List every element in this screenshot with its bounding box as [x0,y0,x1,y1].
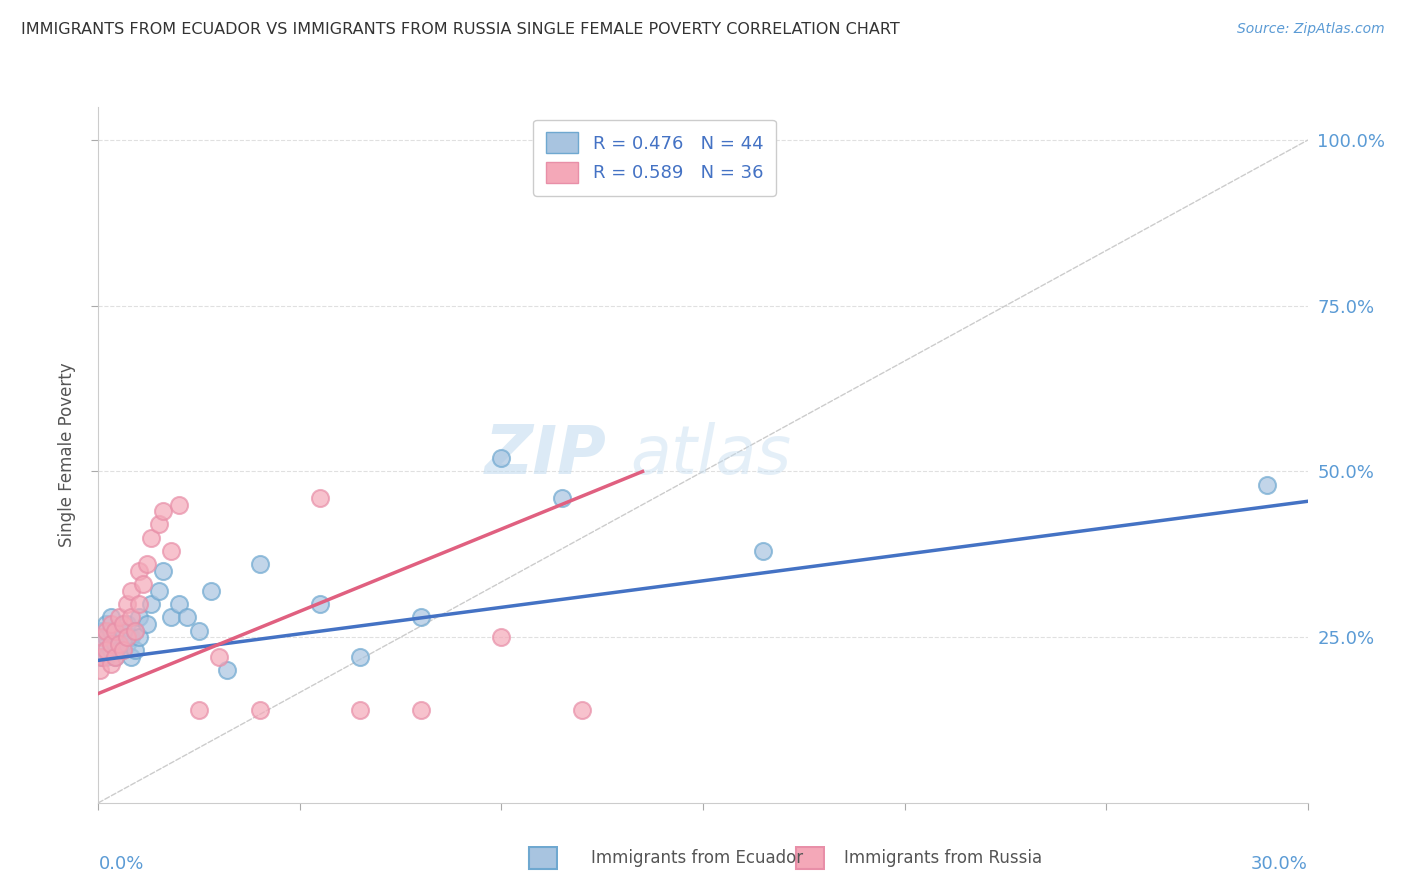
Point [100,610,122,624]
Point [249,558,271,572]
Point [111,630,134,644]
Text: Immigrants from Russia: Immigrants from Russia [844,849,1042,867]
Point [107,637,129,651]
Text: Immigrants from Ecuador: Immigrants from Ecuador [591,849,803,867]
Point [176,610,198,624]
Point [349,650,371,665]
Point [103,630,125,644]
Point [188,624,211,638]
Y-axis label: Single Female Poverty: Single Female Poverty [58,363,76,547]
Point [409,610,432,624]
Point [103,650,125,665]
Point [91,637,114,651]
Point [139,597,162,611]
Point [124,624,146,638]
Point [409,703,432,717]
Point [249,703,271,717]
Point [152,564,174,578]
Point [752,544,775,558]
Point [103,650,125,665]
Text: 30.0%: 30.0% [1251,855,1308,873]
Point [132,577,155,591]
Point [124,643,146,657]
Point [491,451,513,466]
Point [167,597,190,611]
Point [1256,477,1278,491]
Point [128,564,150,578]
Point [96,650,118,665]
Point [115,597,138,611]
Point [128,610,150,624]
Point [160,544,183,558]
Point [128,597,150,611]
Point [309,491,332,505]
Point [100,657,122,671]
Point [128,630,150,644]
Point [551,491,574,505]
Point [148,517,170,532]
Point [115,637,138,651]
Point [89,650,111,665]
Point [120,610,142,624]
Text: ZIP: ZIP [485,422,606,488]
Text: Source: ZipAtlas.com: Source: ZipAtlas.com [1237,22,1385,37]
Legend: R = 0.476   N = 44, R = 0.589   N = 36: R = 0.476 N = 44, R = 0.589 N = 36 [533,120,776,195]
Point [200,583,222,598]
Point [124,624,146,638]
Point [120,583,142,598]
Point [135,616,157,631]
Point [103,624,125,638]
Point [217,663,239,677]
Point [107,637,129,651]
Point [91,624,114,638]
Point [115,630,138,644]
Point [91,650,114,665]
Point [91,630,114,644]
Point [111,624,134,638]
Point [160,610,183,624]
Point [96,643,118,657]
Point [103,637,125,651]
Point [115,616,138,631]
Point [188,703,211,717]
Point [571,703,593,717]
Point [167,498,190,512]
Point [100,616,122,631]
Point [120,630,142,644]
Point [152,504,174,518]
Point [111,643,134,657]
Point [120,650,142,665]
Point [96,616,118,631]
Text: atlas: atlas [630,422,792,488]
Point [107,624,129,638]
Point [100,624,122,638]
Point [96,630,118,644]
Point [208,650,231,665]
Point [111,643,134,657]
Point [135,558,157,572]
Text: IMMIGRANTS FROM ECUADOR VS IMMIGRANTS FROM RUSSIA SINGLE FEMALE POVERTY CORRELAT: IMMIGRANTS FROM ECUADOR VS IMMIGRANTS FR… [21,22,900,37]
Point [139,531,162,545]
Point [148,583,170,598]
Point [100,637,122,651]
Point [309,597,332,611]
Point [100,643,122,657]
Point [107,610,129,624]
Point [111,616,134,631]
Point [349,703,371,717]
Point [491,630,513,644]
Point [96,624,118,638]
Point [107,643,129,657]
Point [89,663,111,677]
Text: 0.0%: 0.0% [98,855,143,873]
